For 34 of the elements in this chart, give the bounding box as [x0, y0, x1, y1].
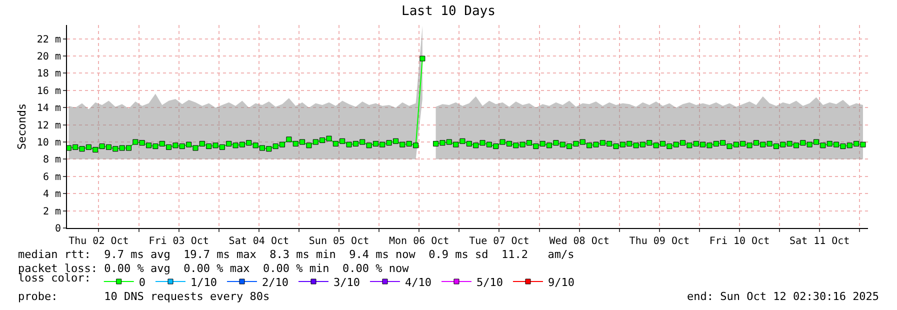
legend-label: 1/10 — [190, 276, 217, 289]
text: probe: 10 DNS requests every 80s — [18, 290, 270, 303]
legend-label: 9/10 — [548, 276, 574, 289]
x-tick-label: Thu 02 Oct — [68, 236, 129, 247]
y-tick-label: 18 m — [36, 68, 61, 80]
x-tick-label: Thu 09 Oct — [629, 236, 690, 247]
legend-label: 2/10 — [262, 276, 288, 289]
y-axis-title: Seconds — [16, 103, 29, 150]
x-tick-label: Sun 05 Oct — [308, 236, 370, 247]
x-tick-label: Tue 07 Oct — [469, 236, 530, 247]
legend-label: 0 — [138, 276, 146, 289]
y-tick-label: 8 m — [42, 154, 61, 166]
y-tick-label: 10 m — [36, 137, 61, 148]
legend-label: 5/10 — [476, 276, 503, 289]
x-tick-label: Fri 10 Oct — [709, 236, 770, 247]
y-tick-label: 2 m — [42, 206, 61, 218]
chart-title: Last 10 Days — [402, 4, 496, 20]
x-tick-label: Sat 11 Oct — [790, 236, 850, 247]
text: median rtt: 9.7 ms avg 19.7 ms max 8.3 ms min 9.4 ms now 0.9 ms sd 11.2 am/s — [18, 248, 574, 261]
y-tick-label: 20 m — [36, 51, 61, 62]
x-tick-label: Mon 06 Oct — [389, 236, 450, 247]
y-tick-label: 4 m — [42, 189, 61, 200]
y-tick-label: 16 m — [36, 86, 61, 97]
legend-label: 3/10 — [333, 276, 360, 289]
x-tick-label: Sat 04 Oct — [228, 236, 290, 247]
y-tick-label: 14 m — [36, 103, 61, 114]
text: end: Sun Oct 12 02:30:16 2025 — [687, 290, 880, 303]
y-tick-label: 0 — [54, 224, 61, 234]
y-tick-label: 12 m — [36, 120, 61, 132]
legend-label: 4/10 — [404, 276, 432, 289]
x-tick-label: Wed 08 Oct — [549, 236, 610, 247]
x-tick-label: Fri 03 Oct — [148, 236, 209, 247]
y-tick-label: 6 m — [42, 172, 61, 183]
y-tick-label: 22 m — [36, 34, 61, 46]
